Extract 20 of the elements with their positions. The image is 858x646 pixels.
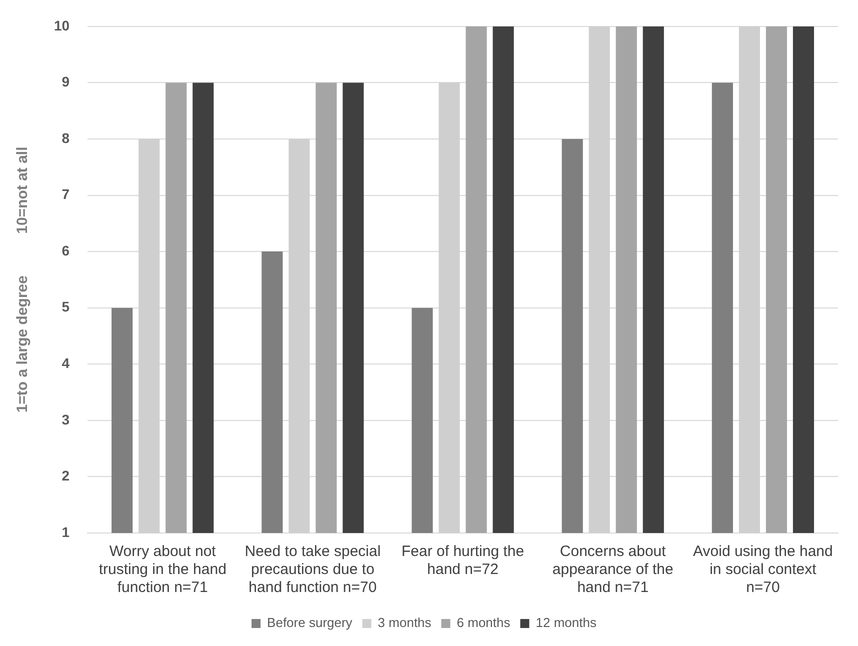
y-tick-label: 7 <box>62 186 70 202</box>
y-tick-label: 9 <box>62 74 70 90</box>
legend-label: 3 months <box>378 615 432 630</box>
legend-label: Before surgery <box>267 615 353 630</box>
y-tick-label: 6 <box>62 242 70 258</box>
x-tick-label: Concerns about appearance of the hand n=71 <box>552 543 674 596</box>
x-tick-label: Avoid using the hand in social context n=70 <box>693 543 833 596</box>
x-tick-label: Worry about not trusting in the hand function n=71 <box>98 543 226 596</box>
y-axis-title: 1=to a large degree 10=not at all <box>14 146 32 413</box>
y-tick-label: 8 <box>62 130 70 146</box>
y-tick-label: 4 <box>62 354 70 371</box>
x-tick-label: Need to take special precautions due to hand function n=70 <box>244 543 381 596</box>
y-tick-label: 10 <box>54 17 70 34</box>
y-tick-label: 5 <box>62 298 70 315</box>
legend-label: 6 months <box>456 615 511 630</box>
y-tick-label: 2 <box>62 468 70 484</box>
x-tick-label: Fear of hurting the hand n=72 <box>401 543 524 578</box>
y-tick-label: 3 <box>62 411 70 428</box>
y-tick-label: 1 <box>62 524 70 540</box>
legend-label: 12 months <box>536 615 597 630</box>
